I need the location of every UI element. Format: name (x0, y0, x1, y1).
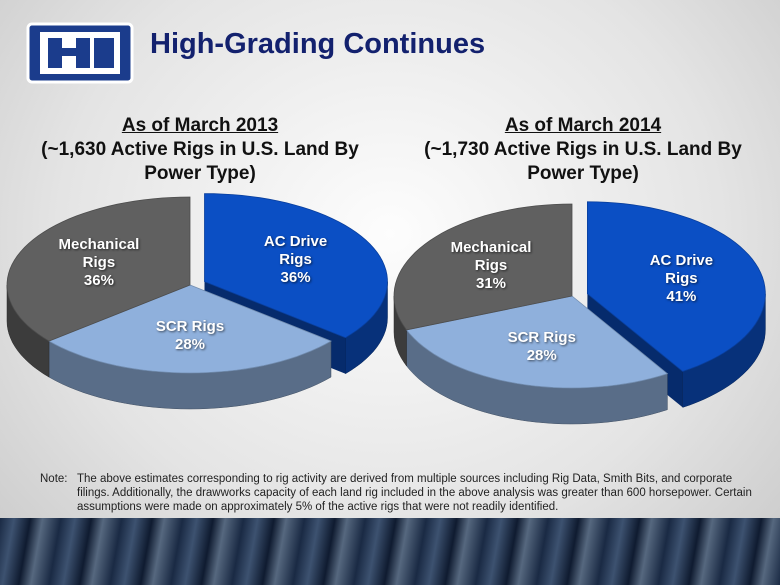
chart-title-block: As of March 2013 (~1,630 Active Rigs in U… (35, 114, 365, 186)
slice-value-label: 31% (476, 275, 507, 292)
slice-label: AC Drive Rigs 41% (634, 252, 729, 306)
pie-slice (204, 193, 388, 339)
slice-label: SCR Rigs 28% (494, 329, 589, 365)
slice-value-label: 28% (526, 346, 557, 364)
footer-band (0, 518, 780, 585)
slice-label: Mechanical Rigs 31% (444, 239, 539, 293)
slice-value-label: 28% (174, 336, 206, 354)
slice-label: SCR Rigs 28% (143, 318, 238, 354)
chart-title: As of March 2014 (504, 115, 662, 136)
slice-value-label: 41% (666, 287, 697, 305)
slice-category: SCR Rigs (155, 318, 225, 336)
pie-slice (587, 201, 766, 372)
chart-subtitle: (~1,630 Active Rigs in U.S. Land By Powe… (41, 139, 359, 184)
pie-slice (48, 284, 332, 374)
chart-subtitle: (~1,730 Active Rigs in U.S. Land By Powe… (424, 139, 742, 184)
chart-title: As of March 2013 (121, 115, 279, 136)
slice-label: Mechanical Rigs 36% (51, 236, 146, 290)
slice-category: Mechanical Rigs (58, 236, 140, 272)
slice-value-label: 36% (280, 268, 311, 286)
slice-category: AC Drive Rigs (263, 232, 328, 268)
note: Note: The above estimates corresponding … (40, 472, 760, 514)
slice-category: Mechanical Rigs (450, 239, 532, 274)
pie-slice (393, 203, 573, 331)
chart-title-block: As of March 2014 (~1,730 Active Rigs in U… (418, 114, 748, 186)
slice-category: AC Drive Rigs (649, 251, 714, 287)
pie-slice (6, 196, 191, 342)
page-title: High-Grading Continues (150, 28, 486, 60)
pie-slice (405, 295, 669, 389)
slice-value-label: 36% (83, 272, 114, 290)
logo (26, 22, 134, 84)
slice-category: SCR Rigs (507, 328, 576, 346)
note-label: Note: (40, 473, 68, 485)
slice-label: AC Drive Rigs 36% (248, 233, 343, 287)
note-text: The above estimates corresponding to rig… (77, 473, 752, 513)
